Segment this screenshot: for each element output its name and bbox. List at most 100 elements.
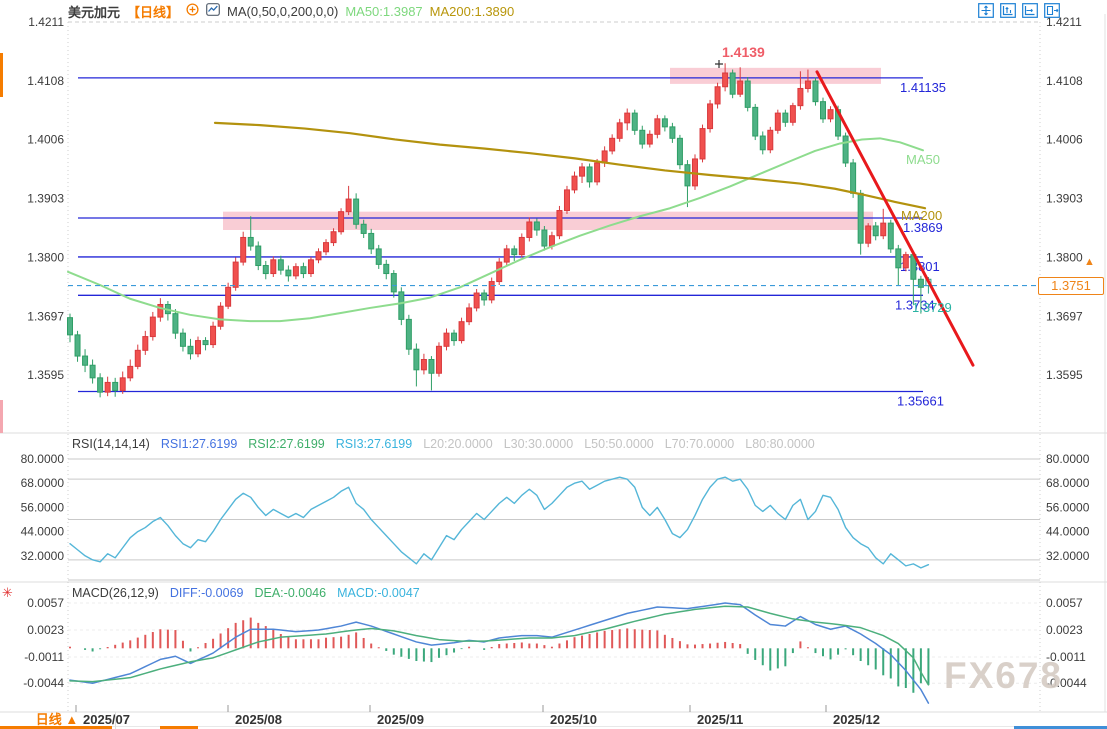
macd-histogram-bar	[897, 648, 900, 687]
candle-body	[902, 254, 909, 269]
macd-histogram-bar	[709, 643, 712, 649]
extra-level-label: 1.3729	[912, 300, 952, 315]
trendline	[815, 70, 975, 367]
macd-histogram-bar	[490, 646, 493, 649]
macd-histogram-bar	[136, 637, 139, 649]
rsi-line	[69, 476, 930, 569]
macd-histogram-bar	[69, 646, 71, 649]
rsi-axis-label: 80.0000	[21, 452, 65, 466]
candle-body	[917, 278, 924, 288]
price-axis-label: 1.4006	[1046, 132, 1083, 146]
candle-body	[225, 286, 232, 307]
macd-axis-label: 0.0057	[27, 596, 64, 610]
candle-body	[496, 261, 503, 283]
candle-body	[857, 192, 864, 244]
candle-body	[797, 87, 804, 107]
price-axis-label: 1.3595	[27, 368, 64, 382]
candle-body	[82, 355, 89, 366]
scrollbar-blue-segment[interactable]	[1014, 726, 1107, 729]
candle-body	[737, 80, 744, 95]
candle-body	[827, 109, 834, 120]
chart-toolbar	[978, 3, 1060, 18]
tab-active-underline	[0, 726, 112, 729]
tab-daily[interactable]: 日线 ▲	[35, 712, 79, 727]
macd-histogram-bar	[181, 640, 184, 649]
macd-histogram-bar	[814, 648, 817, 654]
level-label: 1.41135	[900, 80, 946, 95]
macd-histogram-bar	[106, 647, 109, 649]
price-axis-label: 1.3800	[1046, 251, 1083, 265]
fit-horizontal-icon[interactable]	[1022, 3, 1038, 18]
macd-histogram-bar	[264, 626, 267, 649]
macd-histogram-bar	[309, 639, 312, 649]
macd-histogram-bar	[565, 640, 568, 649]
candle-body	[594, 162, 601, 183]
candle-body	[488, 281, 495, 301]
macd-histogram-bar	[279, 634, 282, 649]
candle-body	[767, 129, 774, 151]
candle-body	[398, 291, 405, 320]
macd-histogram-bar	[84, 648, 87, 650]
indicator-value: DIFF:-0.0069	[169, 586, 244, 600]
candle-body	[789, 105, 796, 123]
indicator-value: L80:80.0000	[745, 437, 815, 451]
fit-vertical-icon[interactable]	[1000, 3, 1016, 18]
pan-icon[interactable]	[978, 3, 994, 18]
left-edge-orange-strip	[0, 53, 3, 97]
scrollbar-orange-segment[interactable]	[160, 726, 198, 729]
candle-body	[247, 236, 254, 247]
rsi-axis-label: 68.0000	[21, 476, 65, 490]
macd-histogram-bar	[874, 648, 877, 670]
macd-histogram-bar	[332, 637, 335, 649]
macd-histogram-bar	[889, 648, 892, 679]
macd-histogram-bar	[242, 620, 245, 649]
macd-histogram-bar	[761, 648, 764, 666]
candle-body	[639, 129, 646, 145]
macd-histogram-bar	[656, 630, 659, 649]
candle-body	[127, 365, 134, 379]
candle-body	[601, 150, 608, 164]
macd-settings-icon[interactable]: ✳	[2, 585, 13, 600]
add-indicator-icon[interactable]	[186, 3, 199, 19]
macd-histogram-bar	[513, 643, 516, 649]
macd-histogram-bar	[791, 648, 794, 654]
candle-body	[119, 377, 126, 391]
period-label[interactable]: 【日线】	[127, 4, 180, 20]
price-up-arrow-icon: ▲	[1084, 256, 1095, 268]
macd-histogram-bar	[483, 648, 486, 650]
rsi-axis-label: 68.0000	[1046, 476, 1090, 490]
candle-body	[285, 269, 292, 277]
macd-histogram-bar	[837, 648, 840, 655]
candle-body	[262, 265, 269, 275]
ma200-tag: MA200	[901, 208, 942, 223]
indicator-icon[interactable]	[206, 3, 220, 19]
candle-body	[774, 112, 781, 131]
macd-histogram-bar	[249, 617, 252, 649]
candle-body	[699, 128, 706, 160]
macd-histogram-bar	[219, 633, 222, 649]
candle-body	[895, 248, 902, 269]
macd-histogram-bar	[362, 637, 365, 649]
indicator-value: L50:50.0000	[584, 437, 654, 451]
macd-histogram-bar	[882, 648, 885, 676]
macd-axis-label: 0.0023	[27, 623, 64, 637]
macd-histogram-bar	[347, 634, 350, 649]
macd-histogram-bar	[385, 648, 388, 651]
candle-body	[300, 266, 307, 275]
candle-body	[526, 221, 533, 238]
macd-histogram-bar	[505, 643, 508, 649]
macd-histogram-bar	[129, 640, 132, 649]
ma-params: MA(0,50,0,200,0,0)	[227, 3, 339, 19]
price-axis-label: 1.3800	[27, 251, 64, 265]
macd-axis-label: -0.0011	[1046, 650, 1086, 664]
macd-histogram-bar	[340, 636, 343, 649]
candle-body	[67, 317, 73, 336]
candle-body	[443, 332, 450, 347]
indicator-value: RSI2:27.6199	[248, 437, 325, 451]
macd-histogram-bar	[91, 648, 94, 652]
macd-histogram-bar	[498, 644, 501, 649]
exit-fullscreen-icon[interactable]	[1044, 3, 1060, 18]
macd-histogram-bar	[151, 632, 154, 649]
candle-body	[338, 211, 345, 233]
